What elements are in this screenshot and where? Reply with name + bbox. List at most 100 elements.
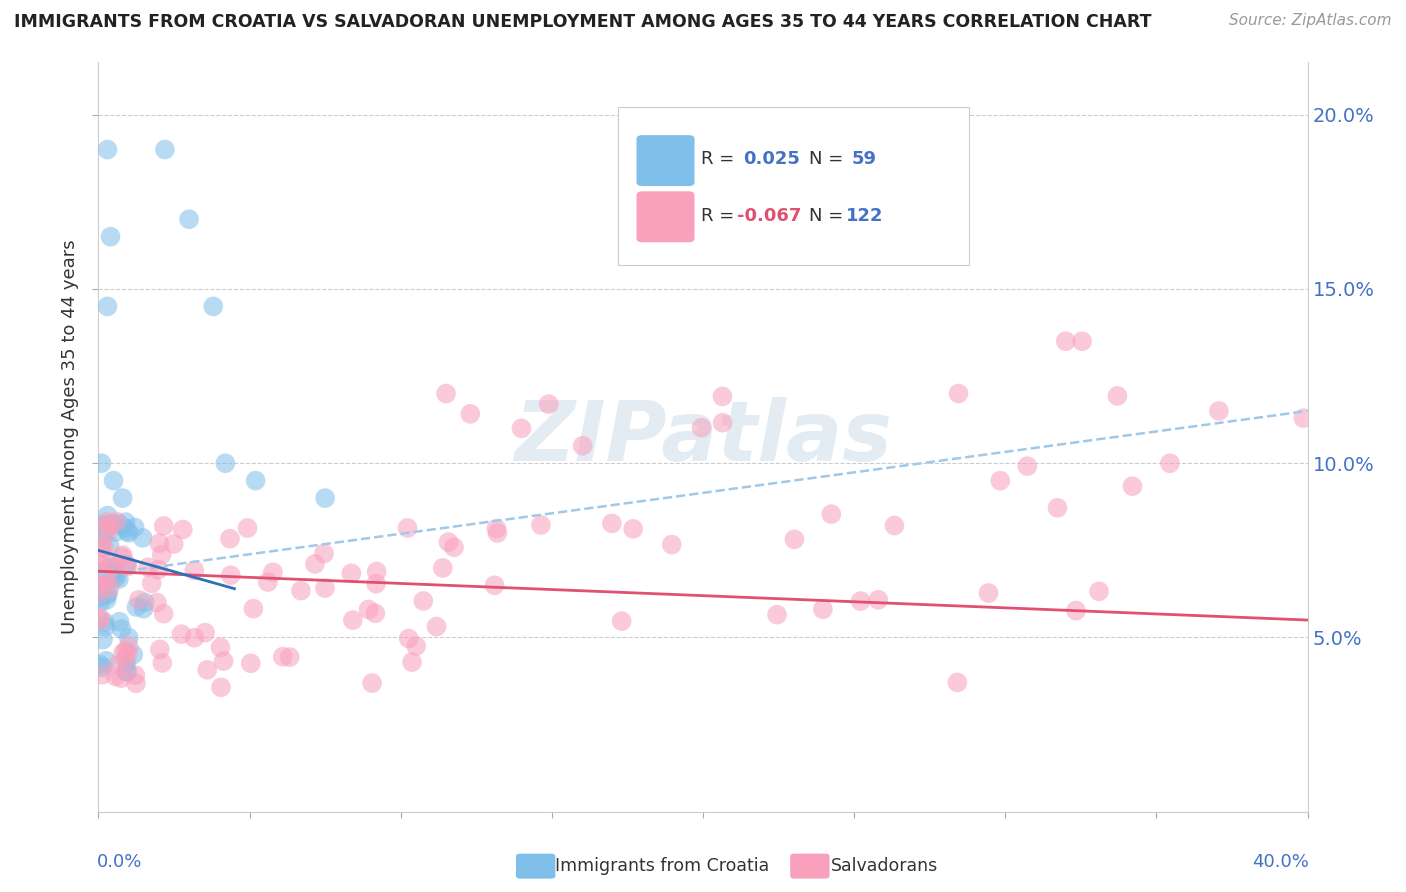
Point [108, 615, 131, 629]
Point [183, 563, 205, 577]
Point [96, 593, 118, 607]
Point [396, 521, 419, 535]
Point [134, 595, 156, 609]
Point [152, 607, 174, 621]
Point [117, 559, 139, 574]
Point [96, 573, 118, 587]
Point [148, 536, 170, 550]
Point [96, 588, 118, 602]
Point [115, 558, 138, 572]
Point [202, 299, 225, 313]
Point [209, 681, 232, 695]
Point [96, 515, 118, 529]
Point [111, 548, 134, 562]
Point [314, 581, 336, 595]
Point [108, 516, 131, 531]
Point [91, 667, 114, 681]
Point [89, 526, 111, 541]
Point [163, 537, 186, 551]
Point [100, 229, 122, 244]
Point [1292, 411, 1315, 425]
Point [1054, 334, 1077, 349]
Point [179, 212, 201, 227]
Text: N =: N = [810, 207, 849, 225]
Point [141, 576, 163, 591]
Point [340, 566, 363, 581]
Point [364, 576, 387, 591]
Point [105, 515, 128, 529]
Point [96, 143, 118, 157]
Point [766, 607, 789, 622]
Point [111, 491, 134, 505]
Point [364, 607, 387, 621]
Point [105, 568, 128, 582]
Point [89, 590, 111, 604]
Point [114, 652, 136, 666]
Point [219, 568, 242, 582]
Point [122, 648, 145, 662]
Point [114, 644, 136, 658]
Point [118, 525, 141, 540]
Point [100, 560, 122, 574]
Point [94, 574, 117, 588]
Point [510, 421, 533, 435]
Point [91, 530, 114, 544]
Point [1064, 604, 1087, 618]
FancyBboxPatch shape [619, 107, 969, 265]
Point [1088, 584, 1111, 599]
Point [115, 657, 138, 671]
Point [94, 654, 117, 668]
Point [1046, 500, 1069, 515]
Point [219, 532, 242, 546]
Point [357, 602, 380, 616]
Point [183, 631, 205, 645]
Point [212, 654, 235, 668]
Point [114, 521, 136, 535]
Point [93, 615, 115, 630]
Point [93, 540, 115, 554]
Point [271, 649, 294, 664]
Point [117, 647, 139, 661]
Point [96, 299, 118, 313]
Text: 0.025: 0.025 [742, 150, 800, 168]
Point [361, 676, 384, 690]
Point [124, 520, 146, 534]
Point [530, 518, 553, 533]
Point [342, 613, 364, 627]
Point [89, 578, 111, 592]
Point [711, 389, 734, 403]
Y-axis label: Unemployment Among Ages 35 to 44 years: Unemployment Among Ages 35 to 44 years [60, 240, 79, 634]
Point [150, 548, 173, 562]
Point [91, 660, 114, 674]
Point [262, 566, 284, 580]
Point [104, 669, 127, 683]
Point [398, 632, 420, 646]
Point [148, 563, 170, 577]
Text: R =: R = [700, 207, 740, 225]
Point [136, 560, 159, 574]
Point [236, 521, 259, 535]
Point [290, 583, 312, 598]
Point [849, 594, 872, 608]
Point [883, 518, 905, 533]
Point [868, 592, 890, 607]
Point [114, 515, 136, 529]
Point [97, 519, 120, 533]
Point [437, 535, 460, 549]
Point [661, 538, 683, 552]
Point [115, 665, 138, 679]
Point [170, 627, 193, 641]
Text: IMMIGRANTS FROM CROATIA VS SALVADORAN UNEMPLOYMENT AMONG AGES 35 TO 44 YEARS COR: IMMIGRANTS FROM CROATIA VS SALVADORAN UN… [14, 13, 1152, 31]
Point [101, 566, 124, 580]
Point [89, 596, 111, 610]
Point [820, 507, 842, 521]
Text: 59: 59 [852, 150, 877, 168]
Text: Immigrants from Croatia: Immigrants from Croatia [555, 857, 769, 875]
Point [1208, 404, 1230, 418]
Point [103, 474, 125, 488]
Point [98, 581, 121, 595]
Point [90, 456, 112, 470]
Text: 122: 122 [845, 207, 883, 225]
Point [117, 524, 139, 538]
Point [977, 586, 1000, 600]
